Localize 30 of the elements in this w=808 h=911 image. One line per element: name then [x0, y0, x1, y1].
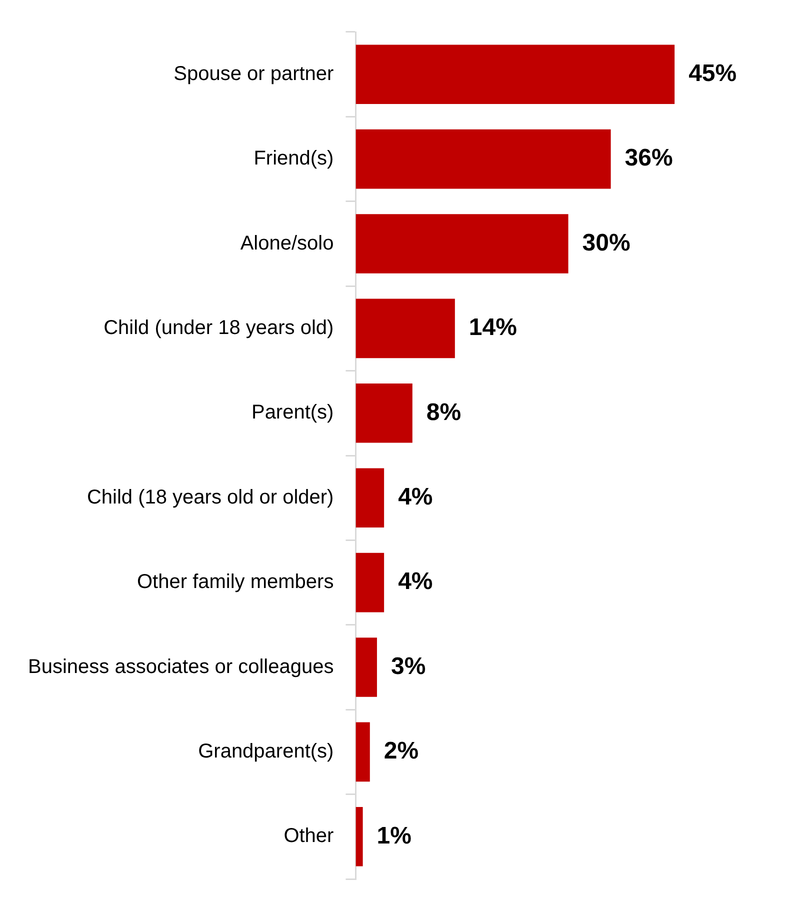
y-tick-label: Spouse or partner: [174, 62, 334, 85]
y-tick-label: Child (under 18 years old): [104, 316, 334, 339]
data-label: 4%: [398, 568, 433, 596]
bar: [356, 638, 377, 697]
y-tick-label: Other family members: [137, 571, 334, 594]
bar: [356, 468, 384, 528]
y-tick-label: Other: [284, 825, 334, 848]
bar: [356, 722, 370, 782]
data-label: 45%: [688, 60, 737, 87]
y-tick-label: Business associates or colleagues: [28, 656, 334, 678]
y-tick-label: Friend(s): [254, 148, 334, 170]
bar: [356, 552, 384, 612]
data-label: 2%: [384, 738, 419, 765]
bar: [356, 807, 363, 866]
data-label: 3%: [390, 652, 426, 680]
data-label: 14%: [468, 314, 517, 342]
y-tick-label: Alone/solo: [240, 232, 334, 254]
bar: [356, 214, 568, 274]
data-label: 36%: [624, 144, 673, 172]
y-tick-label: Parent(s): [251, 402, 334, 424]
data-label: 8%: [426, 398, 462, 426]
y-tick-label: Grandparent(s): [198, 740, 334, 762]
bar: [356, 298, 455, 358]
bar: [356, 129, 611, 189]
data-label: 4%: [398, 483, 433, 510]
bar: [356, 44, 675, 104]
y-tick-label: Child (18 years old or older): [86, 486, 334, 508]
data-label: 1%: [376, 822, 412, 850]
data-label: 30%: [582, 229, 630, 256]
bar: [356, 384, 412, 443]
